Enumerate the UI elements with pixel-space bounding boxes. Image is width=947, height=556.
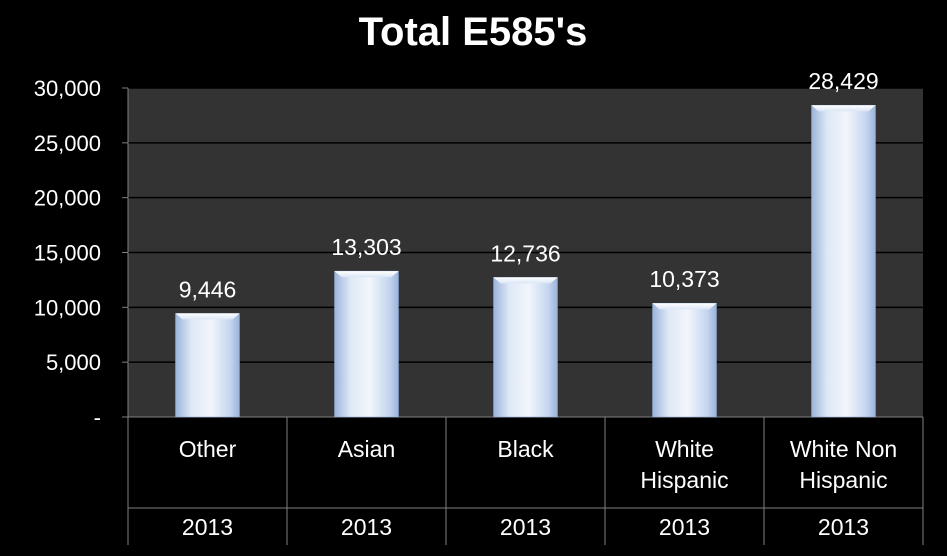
bar-bevel: [175, 313, 240, 320]
data-label: 13,303: [331, 234, 401, 260]
x-category-label: Asian: [338, 436, 396, 462]
y-tick-label: 25,000: [34, 131, 101, 156]
bars: [175, 104, 876, 418]
x-category-label: Hispanic: [799, 467, 887, 493]
x-category-label: Black: [497, 436, 554, 462]
bar-bevel: [334, 271, 399, 278]
y-tick-label: 15,000: [34, 241, 101, 266]
bar-bevel: [493, 277, 558, 284]
x-category-label: White Non: [790, 436, 897, 462]
bar: [652, 302, 717, 418]
bar: [175, 313, 240, 418]
chart-title: Total E585's: [359, 10, 588, 54]
y-tick-label: 5,000: [46, 350, 101, 375]
data-label: 12,736: [490, 240, 560, 266]
y-tick-label: 20,000: [34, 186, 101, 211]
x-year-label: 2013: [182, 514, 233, 540]
bar-bevel: [811, 105, 876, 112]
y-tick-label: 10,000: [34, 295, 101, 320]
labels: - 5,000 10,000 15,000 20,000 25,000 30,000 9,44…: [34, 68, 897, 540]
x-year-label: 2013: [500, 514, 551, 540]
data-label: 28,429: [808, 68, 878, 94]
x-category-label: Hispanic: [640, 467, 728, 493]
y-tick-label: 30,000: [34, 76, 101, 101]
y-tick-label: -: [94, 405, 101, 430]
bar: [811, 104, 876, 418]
bar: [493, 277, 558, 418]
x-category-label: Other: [179, 436, 237, 462]
bar-bevel: [652, 303, 717, 310]
bar: [334, 270, 399, 418]
data-label: 10,373: [649, 266, 719, 292]
x-year-label: 2013: [659, 514, 710, 540]
x-year-label: 2013: [341, 514, 392, 540]
data-label: 9,446: [179, 276, 237, 302]
x-category-label: White: [655, 436, 714, 462]
x-year-label: 2013: [818, 514, 869, 540]
